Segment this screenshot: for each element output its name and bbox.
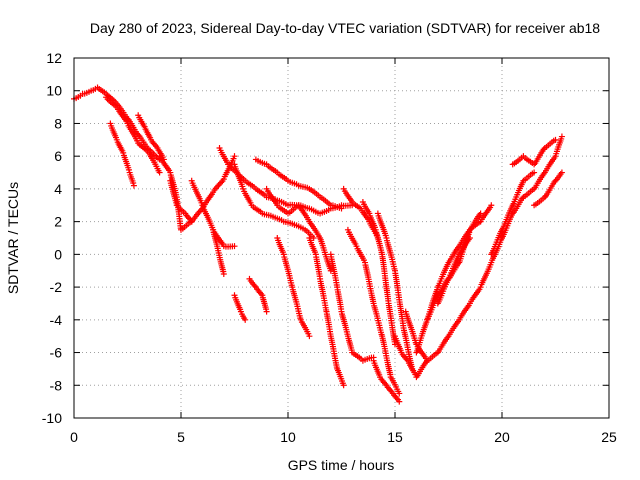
series-arc-23	[392, 333, 431, 381]
series-arc-4	[135, 112, 167, 163]
data-point	[327, 267, 334, 274]
series-arc-19	[344, 226, 403, 397]
data-point	[231, 153, 238, 160]
y-tick-label: 4	[54, 181, 62, 197]
x-tick-label: 15	[387, 429, 403, 445]
data-point	[509, 210, 516, 217]
data-point	[251, 282, 258, 289]
y-tick-label: -8	[50, 377, 63, 393]
x-tick-label: 0	[70, 429, 78, 445]
series-arc-7	[188, 177, 227, 277]
data-point	[558, 169, 565, 176]
series-arc-29	[499, 133, 565, 241]
data-point	[220, 271, 227, 277]
x-tick-label: 25	[601, 429, 617, 445]
data-point	[340, 382, 347, 389]
series-arc-30	[509, 136, 559, 168]
data-point	[445, 275, 452, 282]
data-point	[242, 316, 249, 323]
series-arc-12	[246, 275, 270, 315]
data-point	[125, 166, 132, 173]
grid-lines	[74, 58, 609, 418]
y-tick-label: 0	[54, 246, 62, 262]
series-arc-2	[103, 94, 163, 176]
data-point	[541, 194, 548, 201]
series-arc-9	[216, 145, 356, 217]
x-tick-label: 20	[494, 429, 510, 445]
series-arc-28	[488, 169, 538, 258]
y-tick-label: 8	[54, 115, 62, 131]
series-arc-17	[327, 251, 377, 364]
series-arc-6	[167, 177, 195, 225]
y-tick-label: 10	[46, 83, 62, 99]
y-axis-label: SDTVAR / TECUs	[5, 182, 21, 294]
data-point	[488, 202, 495, 209]
y-tick-label: -4	[50, 312, 63, 328]
data-point	[477, 210, 484, 217]
y-tick-label: -10	[42, 410, 62, 426]
y-tick-label: 12	[46, 50, 62, 66]
series-arc-8	[210, 226, 238, 250]
y-tick-label: -2	[50, 279, 63, 295]
y-tick-label: 6	[54, 148, 62, 164]
data-point	[396, 398, 403, 405]
plot-frame	[73, 57, 610, 419]
data-point	[552, 136, 559, 143]
y-tick-label: 2	[54, 214, 62, 230]
data-point	[396, 390, 403, 397]
data-points	[71, 84, 565, 405]
series-arc-20	[359, 199, 398, 348]
series-arc-11	[231, 292, 249, 323]
series-arc-14	[263, 185, 334, 274]
data-point	[531, 161, 538, 168]
data-point	[120, 149, 127, 156]
chart-title: Day 280 of 2023, Sidereal Day-to-day VTE…	[90, 20, 600, 36]
data-point	[531, 169, 538, 176]
series-arc-3	[107, 120, 137, 189]
series-arc-31	[531, 169, 565, 209]
data-point	[263, 308, 270, 315]
x-tick-label: 10	[280, 429, 296, 445]
data-point	[130, 179, 137, 186]
data-point	[306, 333, 313, 340]
series-arc-27	[434, 210, 484, 307]
series-arc-13	[252, 156, 345, 212]
series-arc-10	[231, 161, 317, 241]
data-point	[188, 218, 195, 225]
data-point	[231, 243, 238, 250]
series-arc-16	[306, 235, 347, 389]
x-axis-label: GPS time / hours	[288, 457, 395, 473]
data-point	[156, 169, 163, 176]
y-tick-label: -6	[50, 345, 63, 361]
axis-ticks: 0 5 10 15 20 25 -10 -8 -6 -4 -2 0 2 4 6 8 10 12	[42, 50, 617, 445]
series-arc-21	[370, 357, 403, 405]
data-point	[338, 205, 345, 212]
data-point	[558, 133, 565, 140]
series-arc-15	[274, 235, 313, 340]
data-point	[130, 182, 137, 189]
x-tick-label: 5	[177, 429, 185, 445]
